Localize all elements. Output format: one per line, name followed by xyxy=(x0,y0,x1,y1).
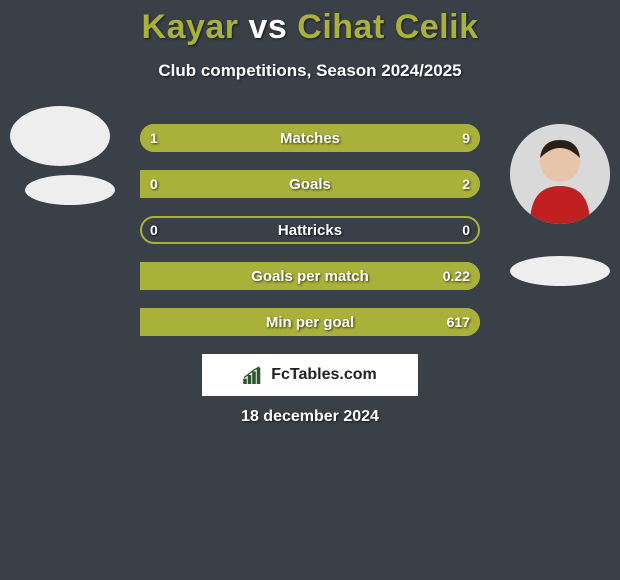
brand-text: FcTables.com xyxy=(271,366,377,384)
player2-avatar-svg xyxy=(510,124,610,224)
stat-bar-row: Matches19 xyxy=(140,124,480,152)
stat-bar-fill-left xyxy=(140,124,174,152)
page-title: Kayar vs Cihat Celik xyxy=(0,0,620,47)
stat-bar-row: Min per goal617 xyxy=(140,308,480,336)
stat-bar-track xyxy=(140,216,480,244)
stat-bar-row: Goals per match0.22 xyxy=(140,262,480,290)
player2-name: Cihat Celik xyxy=(297,8,478,46)
stat-bar-row: Hattricks00 xyxy=(140,216,480,244)
vs-text: vs xyxy=(248,8,287,46)
date-text: 18 december 2024 xyxy=(0,408,620,426)
stat-bar-fill-right xyxy=(140,308,480,336)
brand-box: FcTables.com xyxy=(202,354,418,396)
subtitle: Club competitions, Season 2024/2025 xyxy=(0,61,620,81)
player1-team-chip xyxy=(25,175,115,205)
player1-name: Kayar xyxy=(142,8,239,46)
stats-bars: Matches19 Goals02 Hattricks00 Goals per mat… xyxy=(140,124,480,354)
brand-icon xyxy=(243,366,265,384)
stat-bar-row: Goals02 xyxy=(140,170,480,198)
stat-bar-fill-right xyxy=(140,170,480,198)
player2-avatar xyxy=(510,124,610,224)
stat-bar-fill-right xyxy=(140,262,480,290)
player1-avatar xyxy=(10,106,110,166)
stat-bar-fill-right xyxy=(174,124,480,152)
player2-team-chip xyxy=(510,256,610,286)
